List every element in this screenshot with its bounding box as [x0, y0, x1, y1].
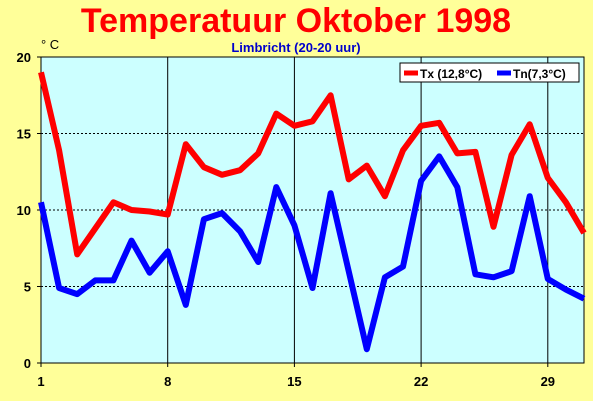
y-unit-label: ° C — [41, 37, 59, 52]
y-tick-label-20: 20 — [17, 50, 31, 65]
grid-lines — [41, 57, 584, 363]
y-tick-label-0: 0 — [24, 356, 31, 371]
chart-title: Temperatuur Oktober 1998 — [81, 2, 511, 40]
legend: Tx (12,8°C) Tn(7,3°C) — [399, 62, 580, 83]
x-tick-label-15: 15 — [287, 374, 301, 389]
legend-label-tx: Tx (12,8°C) — [420, 67, 482, 81]
y-tick-label-10: 10 — [17, 203, 31, 218]
legend-box — [399, 62, 580, 83]
x-tick-label-29: 29 — [541, 374, 555, 389]
series-line-0 — [38, 71, 587, 258]
x-tick-label-1: 1 — [37, 374, 44, 389]
y-tick-label-15: 15 — [17, 127, 31, 142]
series-line-1 — [38, 153, 586, 353]
x-tick-label-8: 8 — [164, 374, 171, 389]
y-tick-label-5: 5 — [24, 280, 31, 295]
series-lines — [38, 71, 587, 353]
chart-subtitle: Limbricht (20-20 uur) — [231, 40, 360, 55]
axis-ticks: 0 5 10 15 20 1 8 15 22 29 — [17, 50, 556, 389]
x-tick-label-22: 22 — [414, 374, 428, 389]
legend-label-tn: Tn(7,3°C) — [513, 67, 566, 81]
